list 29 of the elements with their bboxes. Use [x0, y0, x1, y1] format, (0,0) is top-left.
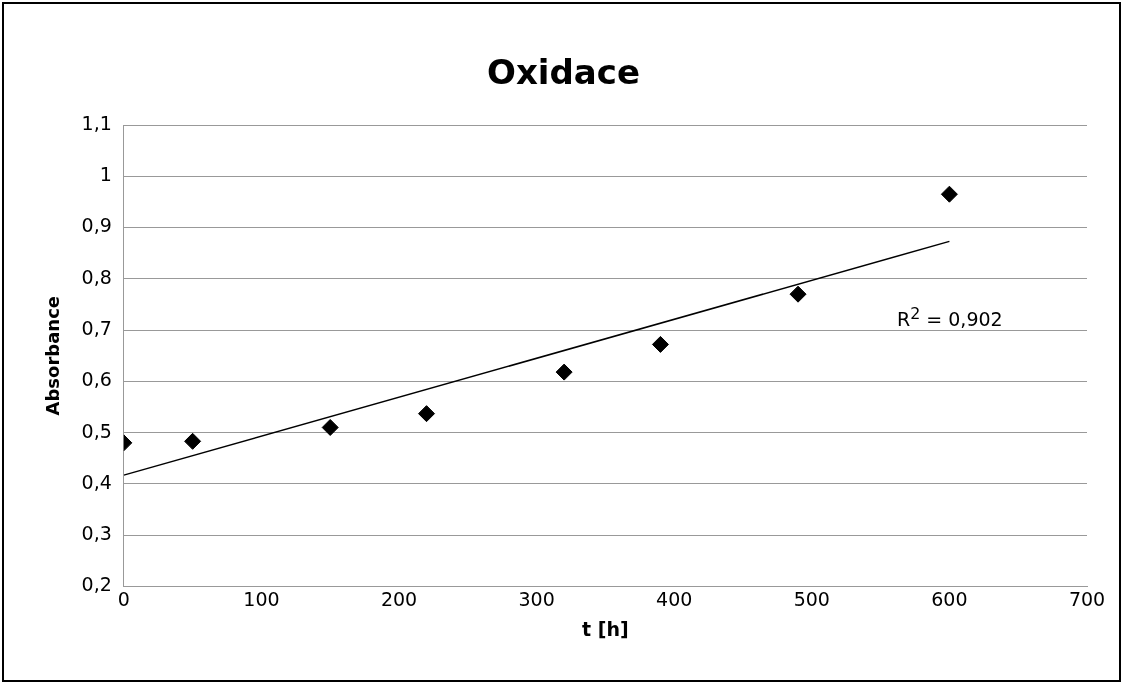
y-tick-label: 1: [99, 163, 112, 186]
point: [321, 418, 339, 436]
point: [184, 432, 202, 450]
point: [418, 405, 436, 423]
x-tick-label: 400: [656, 587, 693, 610]
y-tick-label: 0,5: [81, 419, 112, 442]
y-tick-label: 0,2: [81, 573, 112, 596]
point: [555, 363, 573, 381]
point: [940, 185, 958, 203]
y-tick-label: 0,9: [81, 214, 112, 237]
x-tick-label: 200: [380, 587, 418, 610]
point: [789, 285, 807, 303]
annotation: R$^{2}$ = 0,902: [897, 304, 1003, 331]
x-tick-label: 700: [1068, 587, 1106, 610]
y-tick-label: 0,4: [81, 470, 112, 493]
y-axis-title: Absorbance: [42, 295, 64, 416]
x-tick-label: 100: [243, 587, 280, 610]
point: [651, 335, 669, 353]
y-tick-label: 1,1: [81, 111, 112, 134]
y-tick-label: 0,8: [81, 265, 112, 288]
x-tick-label: 500: [793, 587, 830, 610]
x-axis-title: t [h]: [582, 617, 629, 640]
x-tick-label: 600: [931, 587, 968, 610]
chart-title: Oxidace: [486, 52, 641, 92]
y-tick-label: 0,7: [81, 317, 112, 339]
y-tick-label: 0,3: [81, 522, 112, 545]
x-tick-label: 0: [117, 587, 130, 610]
x-tick-label: 300: [518, 587, 555, 610]
y-tick-label: 0,6: [81, 368, 112, 391]
